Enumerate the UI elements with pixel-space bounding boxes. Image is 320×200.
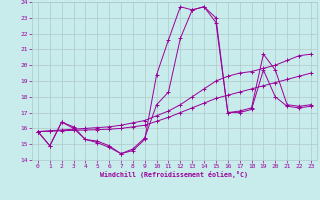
X-axis label: Windchill (Refroidissement éolien,°C): Windchill (Refroidissement éolien,°C) — [100, 171, 248, 178]
